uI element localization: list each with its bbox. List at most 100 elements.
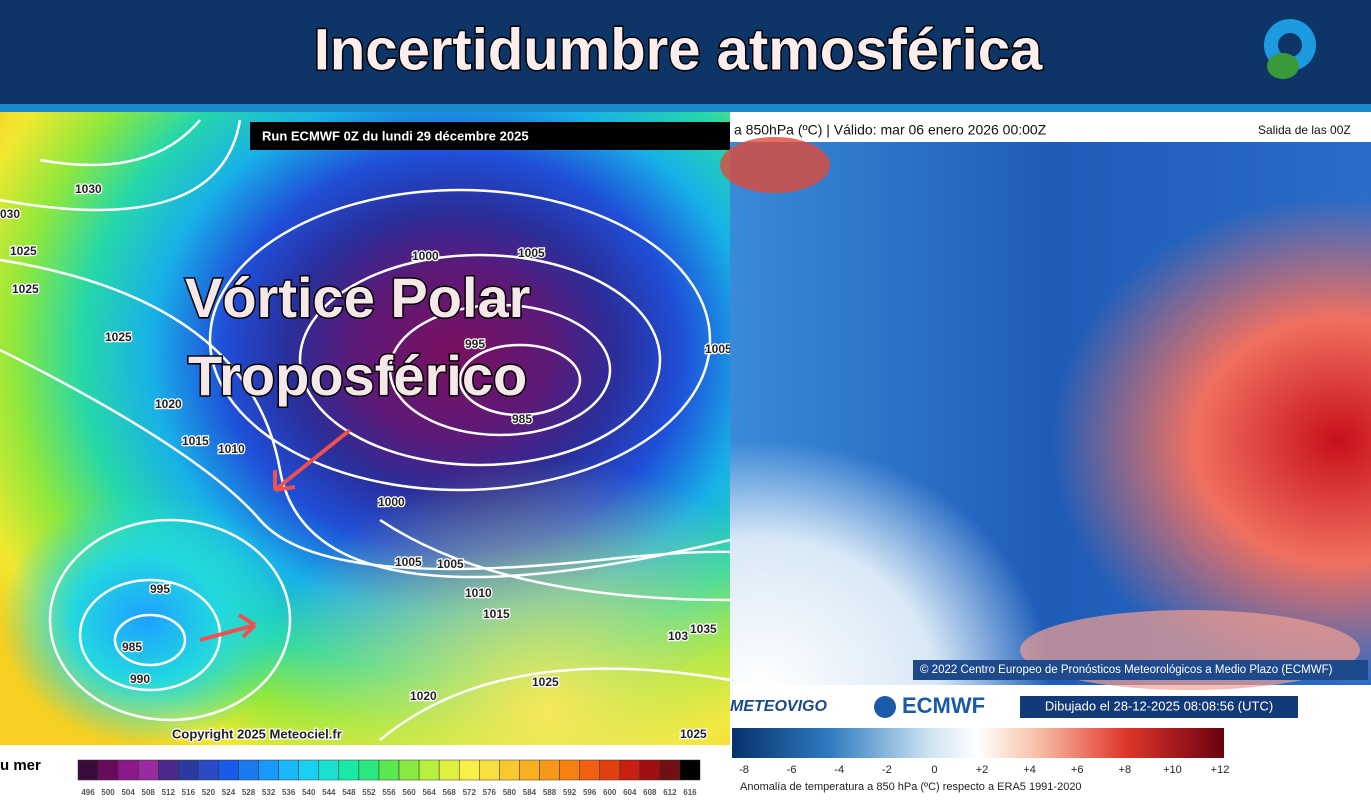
isobar-label: 990 xyxy=(130,672,150,686)
isobar-label: 030 xyxy=(0,207,20,221)
colorbar-cell xyxy=(77,759,99,781)
ecmwf-icon xyxy=(874,696,896,718)
colorbar-label: 576 xyxy=(483,788,497,797)
isobar-label: 1005 xyxy=(705,342,732,356)
colorbar-label: 580 xyxy=(503,788,517,797)
colorbar-cell xyxy=(519,759,540,781)
isobar-label: 1005 xyxy=(395,555,422,569)
colorbar-cell xyxy=(659,759,681,781)
colorbar-label: 560 xyxy=(402,788,416,797)
colorbar-label: 564 xyxy=(422,788,436,797)
colorbar-tick-label: -8 xyxy=(739,764,749,776)
colorbar-tick-label: +12 xyxy=(1211,764,1230,776)
colorbar-cell xyxy=(358,759,380,781)
colorbar-tick-label: +4 xyxy=(1023,764,1036,776)
colorbar-cell xyxy=(559,759,580,781)
colorbar-cell xyxy=(198,759,219,781)
isobar-label: 1020 xyxy=(410,689,437,703)
colorbar-cell xyxy=(158,759,179,781)
colorbar-label: 528 xyxy=(242,788,256,797)
logo-icon xyxy=(1264,19,1316,79)
colorbar-label: 572 xyxy=(463,788,477,797)
colorbar-label: 556 xyxy=(382,788,396,797)
colorbar-cell xyxy=(378,759,400,781)
colorbar-cell xyxy=(438,759,460,781)
drawn-label: Dibujado el 28-12-2025 08:08:56 (UTC) xyxy=(1045,698,1273,713)
legend-unit: u mer xyxy=(0,757,41,774)
isobar-label: 1010 xyxy=(465,586,492,600)
colorbar-label: 596 xyxy=(583,788,597,797)
colorbar-label: 512 xyxy=(162,788,176,797)
isobar-label: 103 xyxy=(668,629,688,643)
colorbar-cell xyxy=(579,759,600,781)
right-map: © 2022 Centro Europeo de Pronósticos Met… xyxy=(720,137,1371,690)
colorbar-label: 500 xyxy=(101,788,115,797)
isobar-label: 1035 xyxy=(690,622,717,636)
colorbar-label: 544 xyxy=(322,788,336,797)
caption: Anomalía de temperatura a 850 hPa (ºC) r… xyxy=(740,781,1082,793)
left-map: Run ECMWF 0Z du lundi 29 décembre 2025 V… xyxy=(0,112,784,745)
isobar-label: 1025 xyxy=(680,727,707,741)
colorbar-label: 540 xyxy=(302,788,316,797)
colorbar-label: 536 xyxy=(282,788,296,797)
overlay-line: Vórtice Polar xyxy=(185,266,530,329)
colorbar-tick-label: +6 xyxy=(1071,764,1084,776)
right-title: a 850hPa (ºC) | Válido: mar 06 enero 202… xyxy=(734,122,1047,138)
colorbar-cell xyxy=(318,759,340,781)
colorbar-cell xyxy=(117,759,139,781)
isobar-label: 995 xyxy=(465,337,485,351)
colorbar-label: 588 xyxy=(543,788,557,797)
colorbar-cell xyxy=(338,759,360,781)
colorbar-cell xyxy=(599,759,620,781)
colorbar-label: 552 xyxy=(362,788,376,797)
isobar-label: 1005 xyxy=(437,557,464,571)
colorbar-cell xyxy=(479,759,500,781)
colorbar-label: 524 xyxy=(222,788,236,797)
isobar-label: 985 xyxy=(512,412,532,426)
colorbar-cell xyxy=(178,759,199,781)
drawn-box xyxy=(1020,696,1298,718)
isobar-label: 1025 xyxy=(105,330,132,344)
isobar-label: 995 xyxy=(150,582,170,596)
colorbar-label: 600 xyxy=(603,788,617,797)
colorbar-cell xyxy=(137,759,159,781)
colorbar-tick-label: -2 xyxy=(882,764,892,776)
colorbar-label: 608 xyxy=(643,788,657,797)
colorbar-cell xyxy=(97,759,119,781)
colorbar-label: 520 xyxy=(202,788,216,797)
isobar-label: 1010 xyxy=(218,442,245,456)
right-header xyxy=(730,112,1371,142)
colorbar-label: 604 xyxy=(623,788,637,797)
overlay-line: Troposférico xyxy=(188,344,527,407)
colorbar-cell xyxy=(418,759,440,781)
colorbar-label: 516 xyxy=(182,788,196,797)
colorbar-label: 592 xyxy=(563,788,577,797)
logo-text: ECMWF xyxy=(902,693,985,718)
colorbar-tick-label: 0 xyxy=(931,764,937,776)
right-copyright: © 2022 Centro Europeo de Pronósticos Met… xyxy=(920,664,1333,676)
colorbar-cell xyxy=(218,759,239,781)
isobar-label: 1030 xyxy=(75,182,102,196)
isobar-label: 1025 xyxy=(10,244,37,258)
colorbar-tick-label: -4 xyxy=(834,764,844,776)
colorbar-cell xyxy=(458,759,480,781)
isobar-label: 1020 xyxy=(155,397,182,411)
colorbar-label: 584 xyxy=(523,788,537,797)
colorbar-tick-label: +2 xyxy=(976,764,989,776)
colorbar-cell xyxy=(499,759,520,781)
isobar-label: 1025 xyxy=(532,675,559,689)
isobar-label: 1005 xyxy=(518,246,545,260)
isobar-label: 1000 xyxy=(378,495,405,509)
colorbar-cell xyxy=(539,759,560,781)
right-colorbar xyxy=(732,728,1224,758)
isobar-label: 985 xyxy=(122,640,142,654)
run-label: Run ECMWF 0Z du lundi 29 décembre 2025 xyxy=(262,128,529,143)
isobar-label: 1000 xyxy=(412,249,439,263)
logo-text: METEOVIGO xyxy=(730,698,827,715)
colorbar-cell xyxy=(398,759,420,781)
colorbar-label: 496 xyxy=(81,788,95,797)
colorbar-cell xyxy=(278,759,299,781)
colorbar-cell xyxy=(298,759,320,781)
colorbar-label: 568 xyxy=(443,788,457,797)
